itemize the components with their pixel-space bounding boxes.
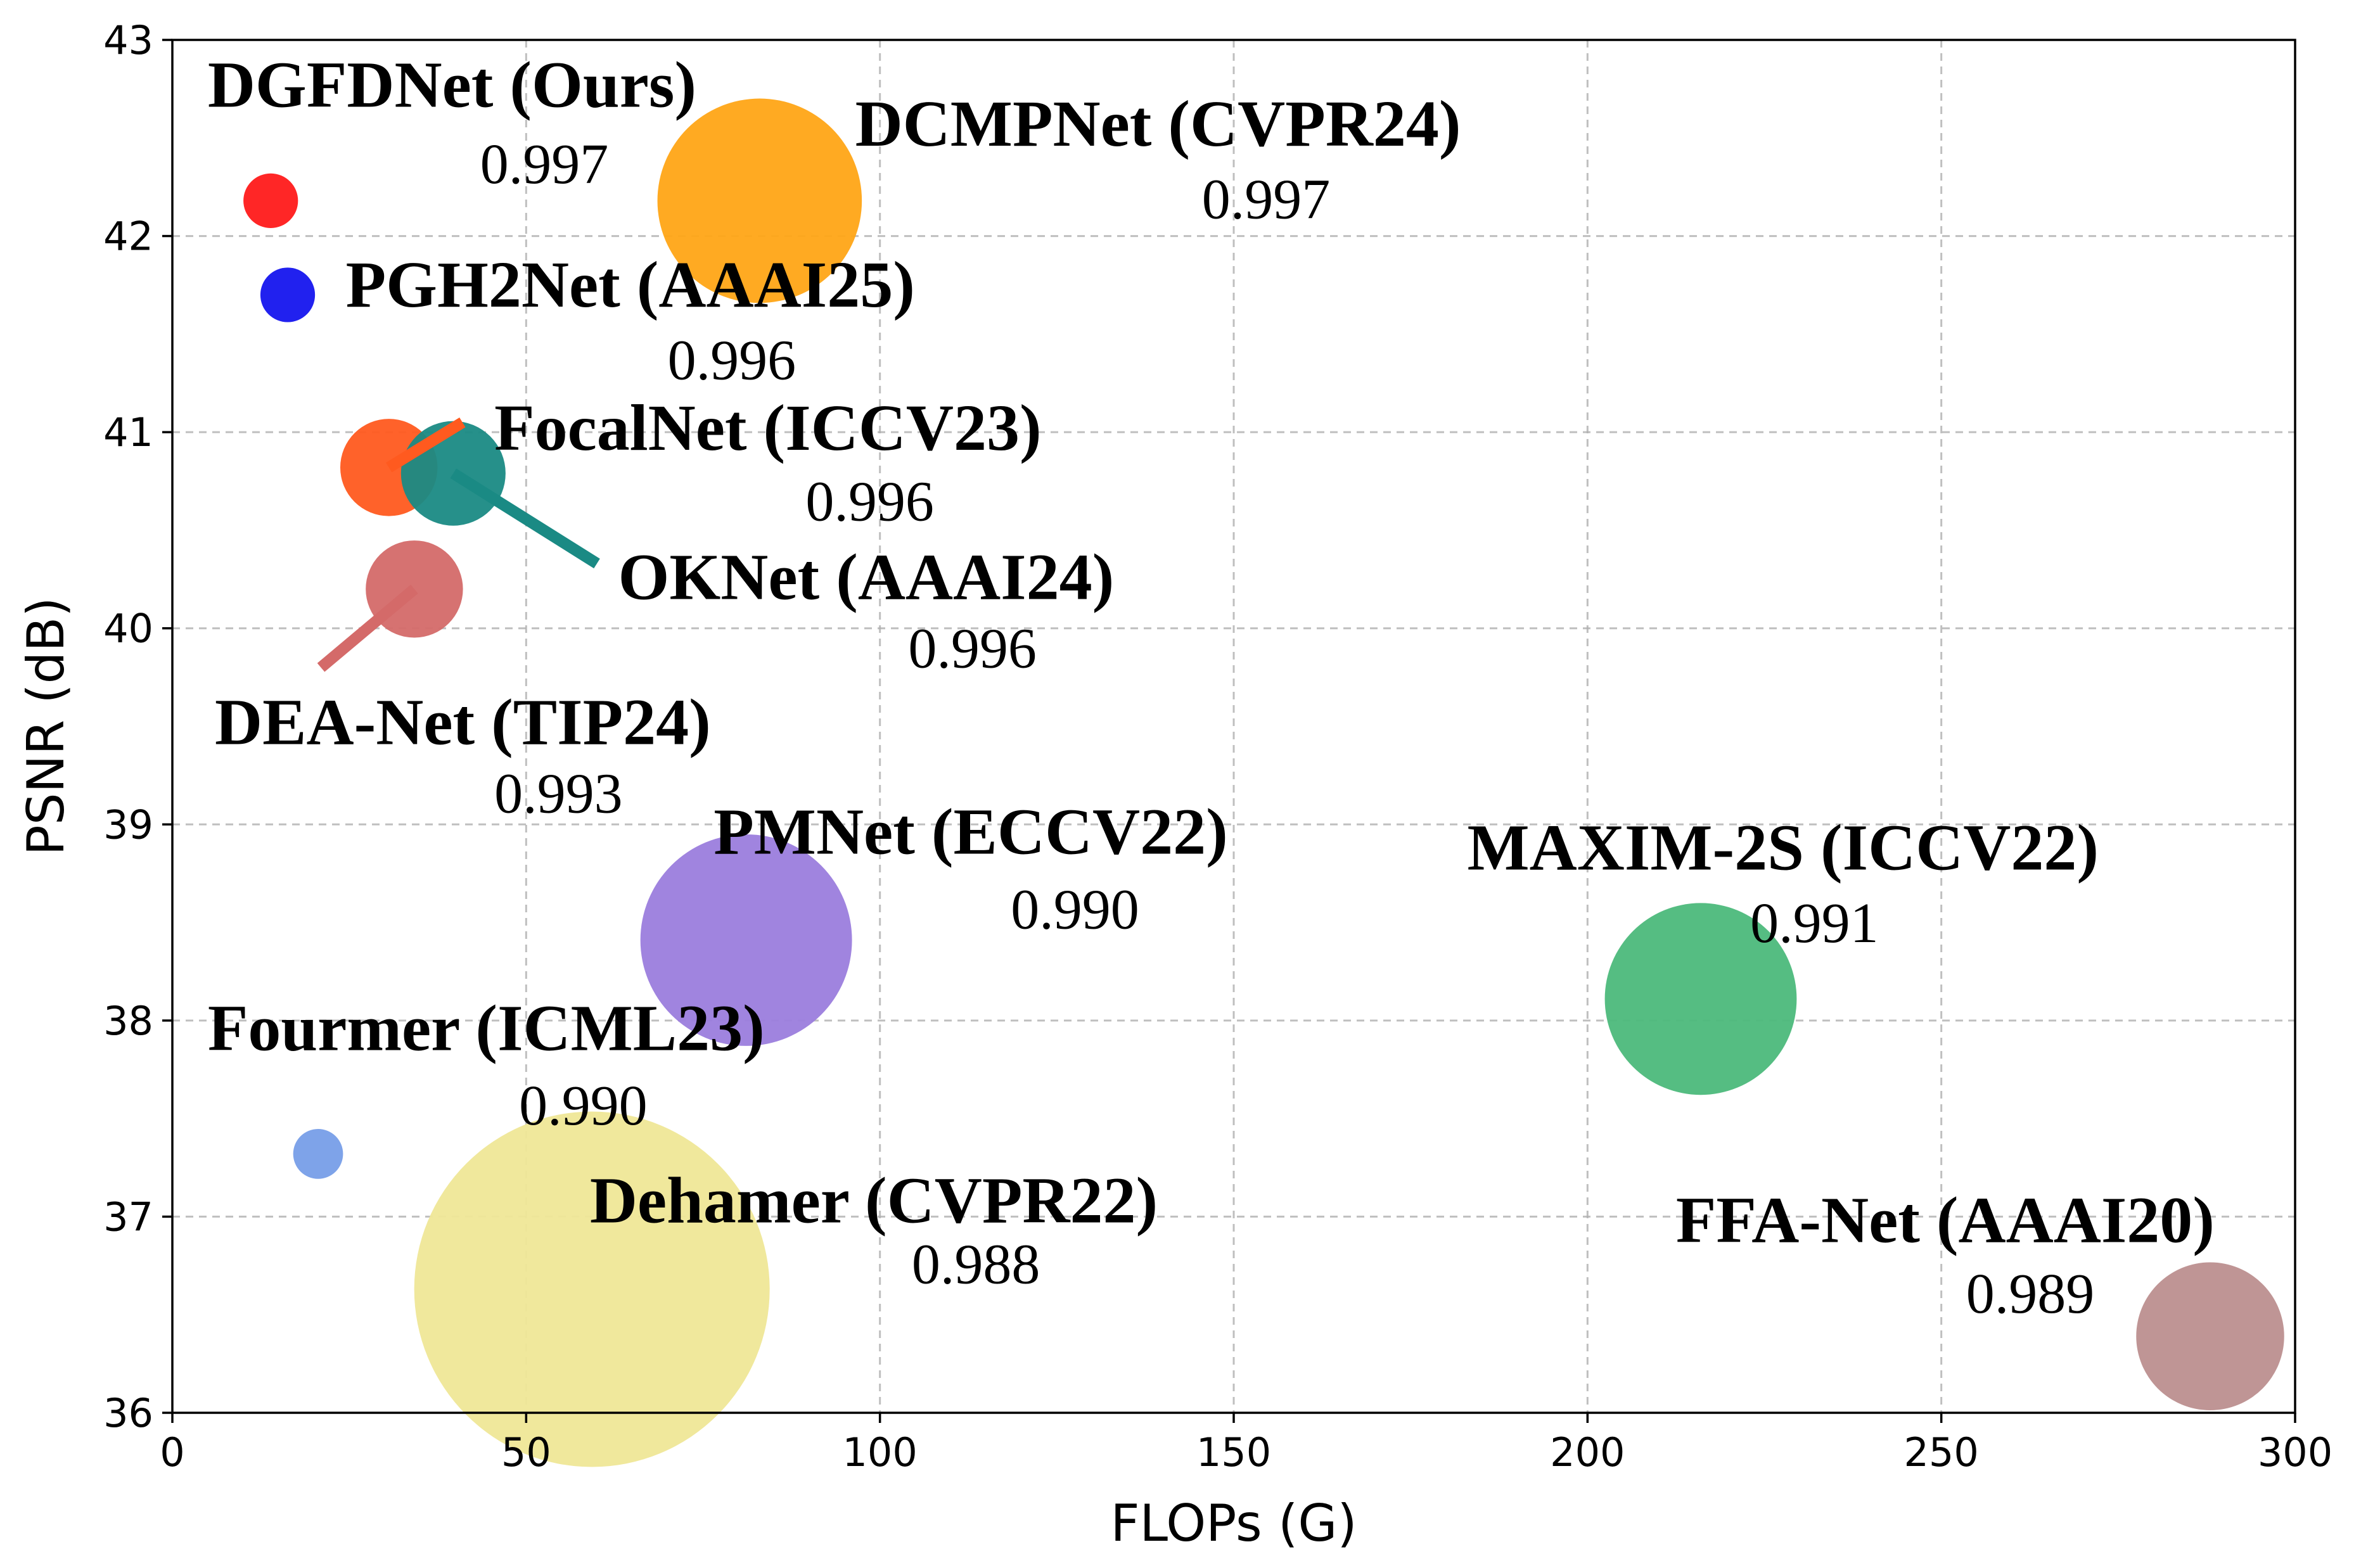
model-name-label: OKNet (AAAI24)	[618, 540, 1115, 613]
model-ssim-label: 0.989	[1966, 1263, 2095, 1325]
y-tick-label: 41	[103, 409, 153, 456]
y-axis-label: PSNR (dB)	[16, 597, 75, 856]
x-axis-label: FLOPs (G)	[1110, 1494, 1357, 1553]
x-tick-label: 100	[842, 1429, 917, 1476]
bubble-point	[657, 98, 862, 303]
y-tick-label: 36	[103, 1390, 153, 1436]
model-name-label: Fourmer (ICML23)	[208, 991, 765, 1064]
model-ssim-label: 0.997	[1202, 169, 1331, 231]
grid-lines	[172, 40, 2295, 1413]
model-name-label: MAXIM-2S (ICCV22)	[1468, 811, 2099, 884]
model-ssim-label: 0.993	[494, 763, 623, 825]
leader-lines	[317, 417, 600, 672]
x-tick-label: 150	[1196, 1429, 1271, 1476]
bubble-point	[640, 834, 852, 1046]
model-ssim-label: 0.991	[1750, 892, 1879, 955]
bubble-point	[293, 1129, 343, 1179]
model-ssim-label: 0.990	[519, 1074, 648, 1137]
model-name-label: DGFDNet (Ours)	[208, 48, 696, 121]
bubble-point	[2136, 1262, 2284, 1411]
bubble-point	[414, 1111, 770, 1467]
model-name-label: FocalNet (ICCV23)	[494, 392, 1042, 464]
y-tick-label: 40	[103, 606, 153, 652]
model-ssim-label: 0.988	[912, 1233, 1040, 1296]
model-ssim-label: 0.996	[805, 470, 934, 533]
model-name-label: DEA-Net (TIP24)	[215, 685, 711, 758]
y-tick-label: 39	[103, 801, 153, 848]
axis-ticks: 0 50 100 150 200 250 300 36 37 38 39 40 41 42 43	[103, 17, 2332, 1476]
model-name-label: PMNet (ECCV22)	[713, 796, 1228, 869]
model-name-label: FFA-Net (AAAI20)	[1676, 1184, 2215, 1257]
leader-line	[317, 584, 418, 672]
x-tick-label: 200	[1550, 1429, 1625, 1476]
bubble-point	[243, 173, 298, 228]
bubble-point	[260, 267, 316, 322]
y-tick-label: 38	[103, 998, 153, 1044]
x-tick-label: 300	[2258, 1429, 2332, 1476]
y-tick-label: 37	[103, 1194, 153, 1240]
model-name-label: Dehamer (CVPR22)	[590, 1164, 1158, 1237]
model-ssim-label: 0.996	[908, 618, 1037, 680]
model-name-label: PGH2Net (AAAI25)	[346, 248, 915, 321]
leader-line	[385, 417, 466, 473]
model-ssim-label: 0.997	[480, 133, 609, 196]
leader-line	[450, 468, 600, 569]
x-tick-label: 50	[501, 1429, 551, 1476]
point-labels: DGFDNet (Ours) 0.997 DCMPNet (CVPR24) 0.997…	[208, 48, 2215, 1325]
bubble-point	[1604, 903, 1797, 1095]
model-ssim-label: 0.990	[1011, 878, 1139, 941]
model-ssim-label: 0.996	[668, 329, 797, 392]
y-tick-label: 42	[103, 214, 153, 260]
x-tick-label: 0	[160, 1429, 184, 1476]
x-tick-label: 250	[1904, 1429, 1978, 1476]
model-name-label: DCMPNet (CVPR24)	[855, 87, 1461, 160]
y-tick-label: 43	[103, 17, 153, 63]
